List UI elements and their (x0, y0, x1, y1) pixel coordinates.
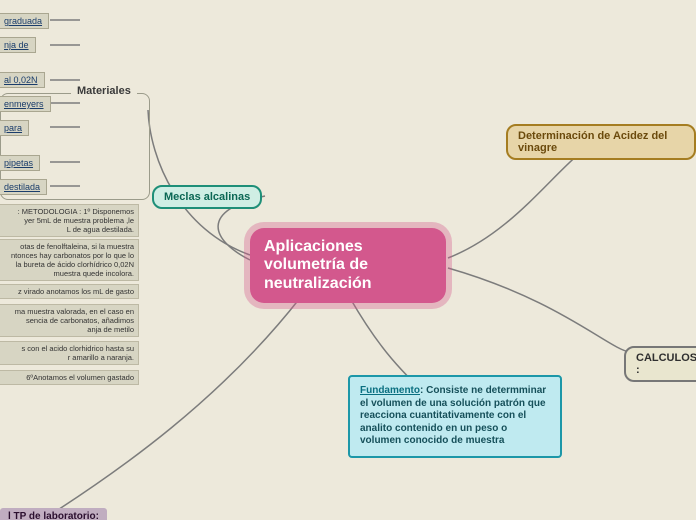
methodology-note: s con el acido clorhidrico hasta su r am… (0, 341, 139, 365)
center-line: volumetría de (264, 256, 368, 273)
methodology-note: 6ºAnotamos el volumen gastado (0, 370, 139, 385)
material-item[interactable]: enmeyers (0, 96, 51, 112)
node-meclas[interactable]: Meclas alcalinas (152, 185, 262, 209)
material-item[interactable]: nja de (0, 37, 36, 53)
material-item[interactable]: graduada (0, 13, 49, 29)
materiales-label: Materiales (71, 85, 137, 97)
methodology-note: ma muestra valorada, en el caso en senci… (0, 304, 139, 337)
methodology-note: z virado anotamos los mL de gasto (0, 284, 139, 299)
methodology-note: otas de fenolftaleina, si la muestra nto… (0, 239, 139, 281)
node-acidez[interactable]: Determinación de Acidez del vinagre (506, 124, 696, 160)
node-fundamento[interactable]: Fundamento: Consiste ne determminar el v… (348, 375, 562, 458)
material-item[interactable]: destilada (0, 179, 47, 195)
material-item[interactable]: al 0,02N (0, 72, 45, 88)
center-line: Aplicaciones (264, 238, 363, 255)
fundamento-title: Fundamento (360, 385, 420, 396)
node-tp[interactable]: l TP de laboratorio: (0, 508, 107, 520)
material-item[interactable]: pipetas (0, 155, 40, 171)
center-line: neutralización (264, 275, 372, 292)
material-item[interactable]: para (0, 120, 29, 136)
node-calculos[interactable]: CALCULOS : (624, 346, 696, 382)
central-node[interactable]: Aplicaciones volumetría de neutralizació… (250, 228, 446, 303)
methodology-note: : METODOLOGIA : 1º Disponemos yer 5mL de… (0, 204, 139, 237)
